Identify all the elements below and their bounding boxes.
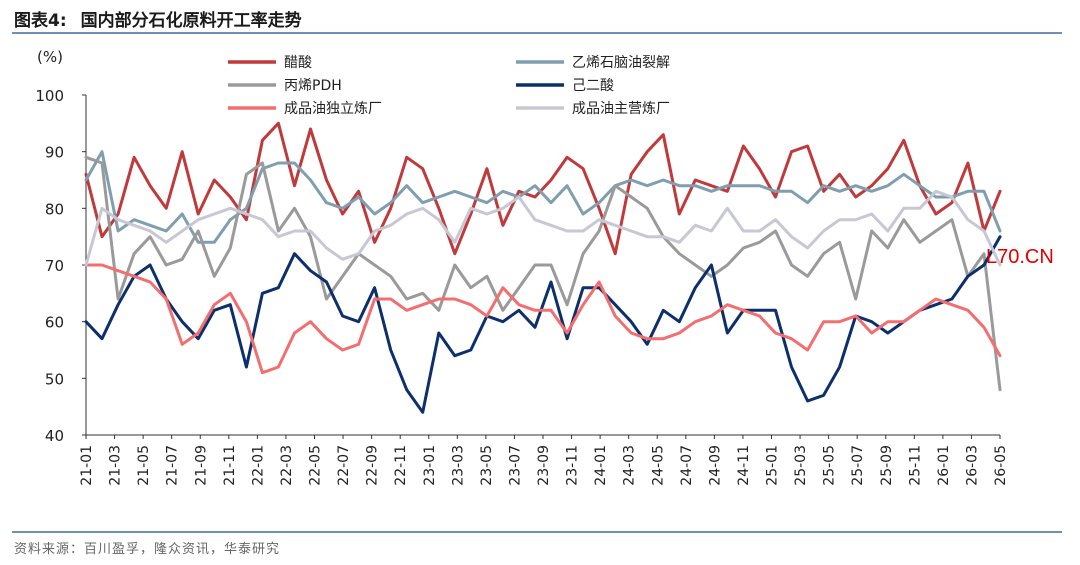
watermark-text: L70.CN bbox=[986, 246, 1054, 268]
x-tick-label: 23-07 bbox=[507, 445, 523, 486]
y-tick-label: 100 bbox=[35, 87, 64, 105]
legend-label: 醋酸 bbox=[284, 55, 312, 71]
x-tick-label: 21-01 bbox=[79, 445, 95, 486]
x-tick-label: 23-03 bbox=[450, 445, 466, 486]
x-tick-label: 24-11 bbox=[736, 445, 752, 486]
bottom-rule bbox=[12, 531, 1062, 533]
figure-title: 图表4: 国内部分石化原料开工率走势 bbox=[14, 6, 302, 31]
x-tick-label: 25-03 bbox=[793, 445, 809, 486]
series-line-成品油主营炼厂 bbox=[84, 189, 1002, 267]
legend-label: 成品油主营炼厂 bbox=[572, 101, 670, 117]
figure-title-text: 国内部分石化原料开工率走势 bbox=[80, 11, 302, 31]
x-tick-label: 24-07 bbox=[679, 445, 695, 486]
y-tick-label: 70 bbox=[45, 257, 64, 275]
legend-label: 乙烯石脑油裂解 bbox=[572, 55, 670, 71]
x-tick-label: 26-01 bbox=[936, 445, 952, 486]
y-axis-label: (%) bbox=[37, 48, 63, 66]
x-tick-label: 22-03 bbox=[279, 445, 295, 486]
x-tick-label: 21-05 bbox=[136, 445, 152, 486]
x-tick-label: 23-11 bbox=[565, 445, 581, 486]
y-tick-label: 90 bbox=[45, 144, 64, 162]
legend-label: 成品油独立炼厂 bbox=[284, 101, 382, 117]
x-tick-label: 24-03 bbox=[622, 445, 638, 486]
x-tick-label: 25-07 bbox=[850, 445, 866, 486]
x-tick-label: 24-05 bbox=[650, 445, 666, 486]
x-tick-label: 24-09 bbox=[707, 445, 723, 486]
chart-lines bbox=[84, 121, 1002, 414]
x-tick-label: 26-05 bbox=[993, 445, 1009, 486]
y-tick-label: 50 bbox=[45, 370, 64, 388]
x-tick-label: 21-09 bbox=[193, 445, 209, 486]
series-line-己二酸 bbox=[84, 235, 1002, 414]
x-tick-label: 25-05 bbox=[822, 445, 838, 486]
x-tick-label: 21-07 bbox=[165, 445, 181, 486]
x-tick-label: 24-01 bbox=[593, 445, 609, 486]
legend-label: 己二酸 bbox=[572, 78, 614, 94]
line-chart: 40 50 60 70 80 90 100 (%) 21-01 21-03 21-05 21-07 21… bbox=[35, 48, 1054, 486]
x-tick-label: 23-05 bbox=[479, 445, 495, 486]
x-tick-label: 23-09 bbox=[536, 445, 552, 486]
x-tick-label: 25-11 bbox=[907, 445, 923, 486]
figure-label: 图表4: bbox=[14, 11, 67, 31]
series-line-乙烯石脑油裂解 bbox=[84, 150, 1002, 244]
x-tick-label: 21-03 bbox=[108, 445, 124, 486]
x-tick-label: 21-11 bbox=[222, 445, 238, 486]
y-tick-label: 40 bbox=[45, 427, 64, 445]
legend-label: 丙烯PDH bbox=[284, 78, 342, 94]
y-tick-label: 80 bbox=[45, 200, 64, 218]
x-tick-label: 26-03 bbox=[964, 445, 980, 486]
x-tick-label: 25-01 bbox=[765, 445, 781, 486]
top-rule bbox=[12, 32, 1062, 34]
x-tick-label: 22-01 bbox=[250, 445, 266, 486]
x-tick-label: 22-11 bbox=[393, 445, 409, 486]
x-tick-label: 23-01 bbox=[422, 445, 438, 486]
x-tick-label: 25-09 bbox=[879, 445, 895, 486]
y-tick-label: 60 bbox=[45, 314, 64, 332]
x-tick-label: 22-09 bbox=[365, 445, 381, 486]
series-line-成品油独立炼厂 bbox=[84, 263, 1002, 375]
x-tick-label: 22-05 bbox=[308, 445, 324, 486]
x-tick-label: 22-07 bbox=[336, 445, 352, 486]
source-note: 资料来源：百川盈孚，隆众资讯，华泰研究 bbox=[14, 542, 281, 557]
chart-axes: 40 50 60 70 80 90 100 (%) 21-01 21-03 21-05 21-07 21… bbox=[35, 48, 1009, 486]
